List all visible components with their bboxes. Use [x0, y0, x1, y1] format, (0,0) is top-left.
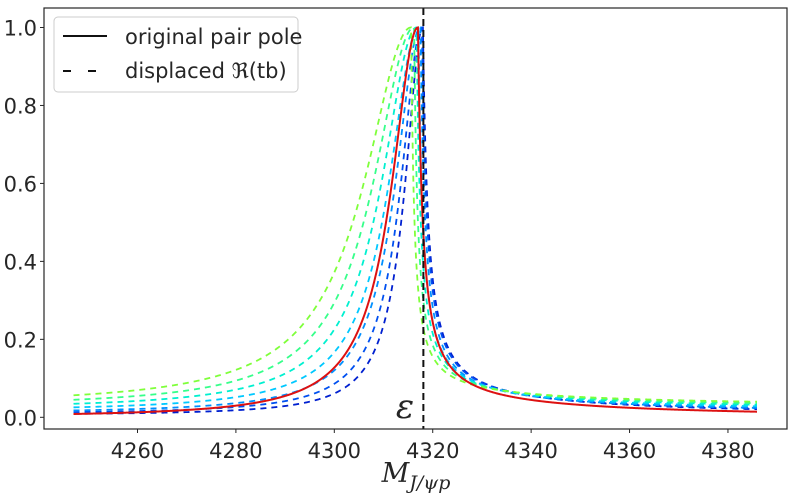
axes-frame — [43, 7, 788, 430]
x-tick-label: 4340 — [504, 439, 557, 463]
series-line-displaced — [73, 26, 757, 405]
legend: original pair pole displaced ℜ(tb) — [53, 16, 302, 93]
x-axis-label-sub: J/ψp — [405, 472, 450, 494]
legend-label-displaced: displaced ℜ(tb) — [125, 59, 287, 83]
x-axis-label-main: M — [381, 458, 411, 489]
epsilon-label: ε — [396, 387, 414, 427]
series-line-displaced — [73, 26, 757, 403]
x-tick-label: 4380 — [701, 439, 754, 463]
series-line-displaced — [73, 26, 757, 412]
y-tick-label: 0.2 — [4, 328, 37, 352]
series-line-displaced — [73, 26, 757, 406]
y-tick-label: 0.8 — [4, 94, 37, 118]
series-line-original — [73, 26, 758, 415]
y-tick-label: 0.0 — [4, 406, 37, 430]
y-tick-label: 1.0 — [4, 16, 37, 40]
x-axis-ticks: 4260 4280 4300 4320 4340 4360 4380 — [111, 429, 755, 463]
x-tick-label: 4260 — [111, 439, 164, 463]
x-tick-label: 4320 — [406, 439, 459, 463]
x-tick-label: 4280 — [209, 439, 262, 463]
series-line-displaced — [73, 26, 757, 415]
x-axis-label: MJ/ψp — [381, 458, 451, 494]
x-tick-label: 4360 — [603, 439, 656, 463]
x-tick-label: 4300 — [308, 439, 361, 463]
y-tick-label: 0.6 — [4, 172, 37, 196]
series-layer — [73, 26, 758, 415]
legend-label-original: original pair pole — [125, 25, 302, 49]
y-tick-label: 0.4 — [4, 250, 37, 274]
y-axis-ticks: 0.0 0.2 0.4 0.6 0.8 1.0 — [4, 16, 44, 430]
legend-box — [53, 16, 299, 93]
